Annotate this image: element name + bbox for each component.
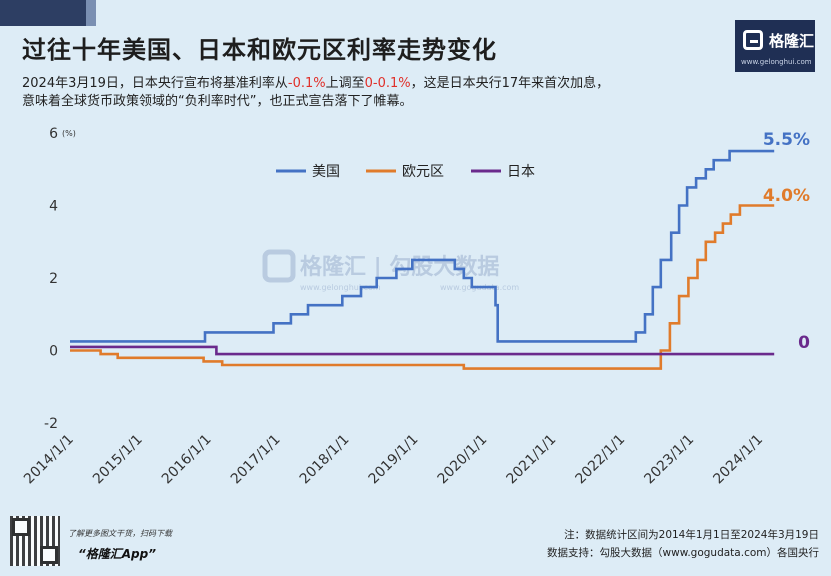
y-tick-label: 2 <box>49 271 58 287</box>
subtitle-old-rate: -0.1% <box>287 76 326 91</box>
chart-title: 过往十年美国、日本和欧元区利率走势变化 <box>22 36 497 64</box>
qr-code <box>10 516 60 566</box>
gelonghui-logo: 格隆汇 www.gelonghui.com <box>735 20 815 72</box>
series-lines <box>70 149 775 370</box>
y-tick-label: 0 <box>49 344 58 360</box>
chart-subtitle: 2024年3月19日，日本央行宣布将基准利率从-0.1%上调至0-0.1%，这是… <box>22 75 722 111</box>
x-tick-label: 2024/1/1 <box>710 432 766 488</box>
watermark-url-left: www.gelonghui.com <box>300 283 381 292</box>
subtitle-new-rate: 0-0.1% <box>364 76 411 91</box>
x-tick-label: 2019/1/1 <box>366 432 422 488</box>
y-tick-label: 4 <box>49 199 58 215</box>
x-tick-label: 2014/1/1 <box>21 432 77 488</box>
subtitle-line-2: 意味着全球货币政策领域的“负利率时代”，也正式宣告落下了帷幕。 <box>22 94 413 109</box>
series-line-欧元区 <box>70 204 775 370</box>
x-tick-label: 2023/1/1 <box>641 432 697 488</box>
logo-name: 格隆汇 <box>769 32 815 50</box>
top-bar <box>0 0 831 34</box>
series-line-美国 <box>70 149 775 343</box>
watermark-g-icon <box>262 249 296 283</box>
subtitle-line-1: 2024年3月19日，日本央行宣布将基准利率从-0.1%上调至0-0.1%，这是… <box>22 75 722 93</box>
qr-caption: 了解更多图文干货，扫码下载 <box>68 529 172 538</box>
y-unit-label: (%) <box>62 129 76 138</box>
x-tick-label: 2017/1/1 <box>228 432 284 488</box>
x-tick-label: 2016/1/1 <box>159 432 215 488</box>
legend-label: 日本 <box>507 164 535 180</box>
y-tick-label: -2 <box>44 416 58 432</box>
subtitle-text-a: 2024年3月19日，日本央行宣布将基准利率从 <box>22 76 288 91</box>
footer-notes: 注：数据统计区间为2014年1月1日至2024年3月19日 数据支持：勾股大数据… <box>547 526 819 562</box>
app-name: “格隆汇App” <box>78 547 156 561</box>
data-source-note: 数据支持：勾股大数据（www.gogudata.com）各国央行 <box>547 547 819 559</box>
subtitle-text-b: 上调至 <box>325 76 365 91</box>
x-tick-label: 2018/1/1 <box>297 432 353 488</box>
end-value-label: 0 <box>798 333 810 353</box>
legend-label: 欧元区 <box>402 164 444 180</box>
subtitle-text-c: ，这是日本央行17年来首次加息， <box>410 76 610 91</box>
watermark: 格隆汇 | 勾股大数据 www.gelonghui.com www.goguda… <box>262 249 519 292</box>
x-tick-label: 2021/1/1 <box>504 432 560 488</box>
end-labels: 5.5% 4.0% 0 <box>763 130 810 353</box>
top-bar-dark-block <box>0 0 86 26</box>
top-bar-accent-block <box>86 0 96 26</box>
axes: -2 0 2 4 6 (%) 2014/1/1 2015/1/1 2016/1/1 2017/1/… <box>21 126 766 487</box>
x-tick-label: 2015/1/1 <box>90 432 146 488</box>
logo-url: www.gelonghui.com <box>741 58 812 66</box>
data-range-note: 注：数据统计区间为2014年1月1日至2024年3月19日 <box>564 529 819 541</box>
legend: 美国 欧元区 日本 <box>276 164 535 180</box>
y-tick-label: 6 <box>49 126 58 142</box>
x-tick-label: 2022/1/1 <box>573 432 629 488</box>
x-tick-label: 2020/1/1 <box>435 432 491 488</box>
logo-g-icon <box>743 30 763 50</box>
end-value-label: 4.0% <box>763 186 810 206</box>
series-line-日本 <box>70 345 775 356</box>
legend-label: 美国 <box>312 164 340 180</box>
watermark-text: 格隆汇 | 勾股大数据 <box>300 254 499 280</box>
end-value-label: 5.5% <box>763 130 810 150</box>
